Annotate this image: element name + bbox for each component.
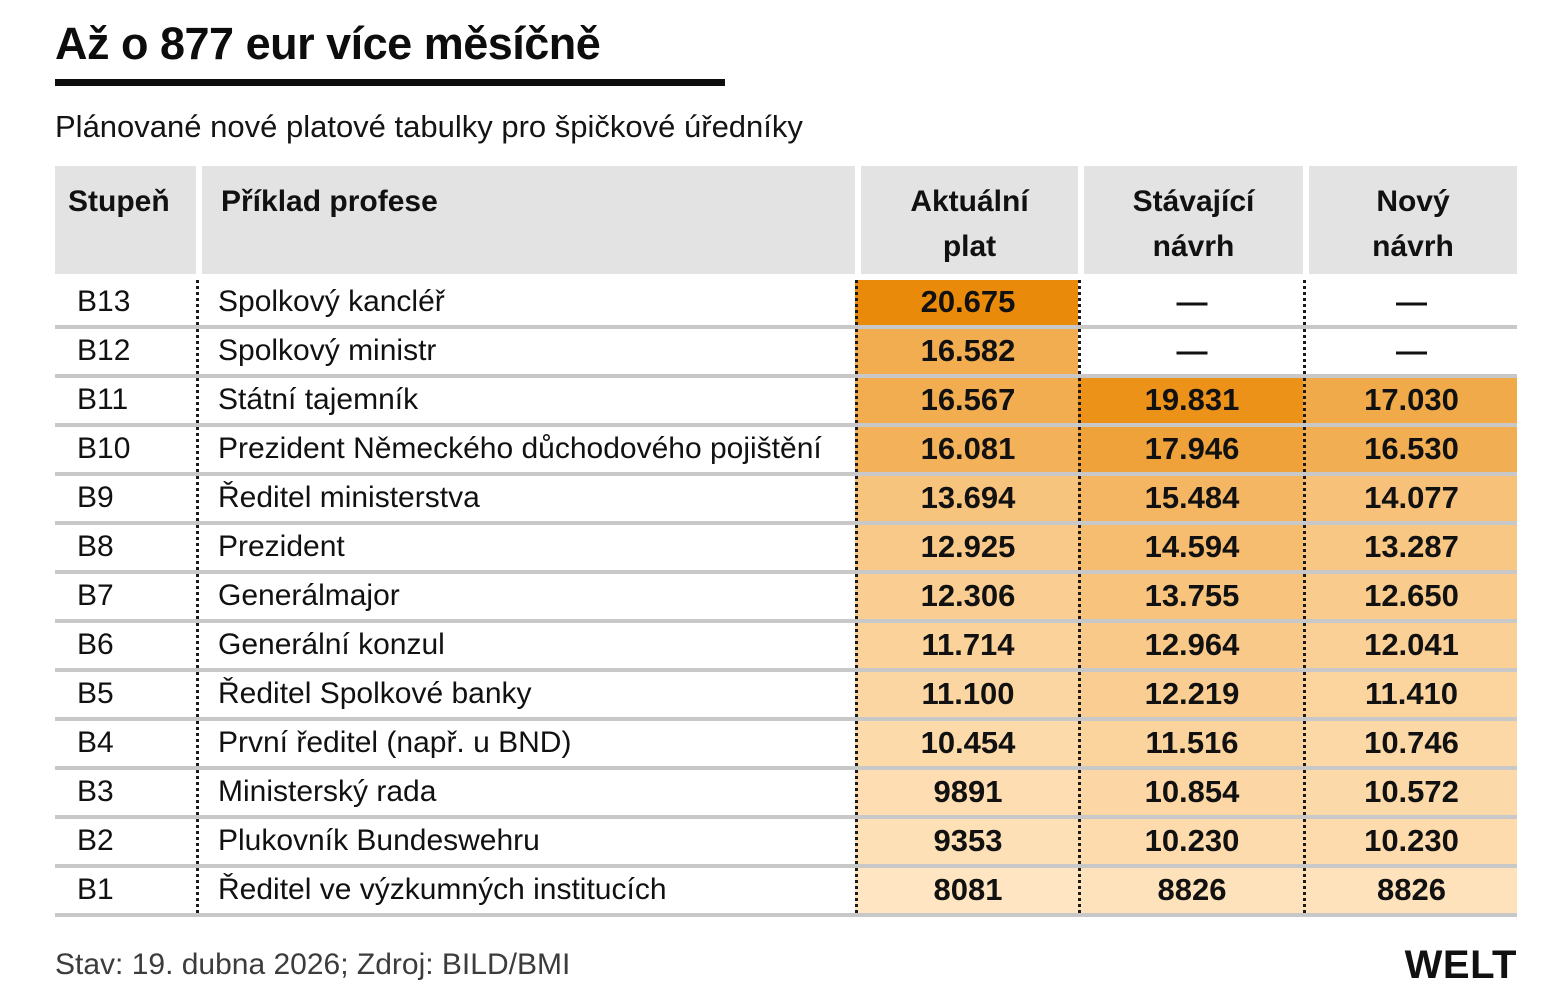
table-row: B4 První ředitel (např. u BND) 10.454 11.51… (55, 720, 1517, 770)
grade-cell: B2 (77, 824, 114, 858)
value-cell: 16.530 (1303, 426, 1517, 472)
source-note: Stav: 19. dubna 2026; Zdroj: BILD/BMI (55, 948, 571, 982)
column-header-existing-proposal: Stávající návrh (1078, 165, 1303, 274)
grade-cell: B8 (77, 530, 114, 564)
value-cell: 13.287 (1303, 524, 1517, 570)
value-cell: 10.572 (1303, 769, 1517, 815)
grade-cell: B7 (77, 579, 114, 613)
table-row: B12 Spolkový ministr 16.582— — (55, 328, 1517, 378)
value-cell: 14.594 (1078, 524, 1303, 570)
profession-cell: První ředitel (např. u BND) (196, 720, 855, 766)
grade-cell: B13 (77, 285, 131, 319)
value-cell: 9353 (855, 818, 1078, 864)
value-cell: 11.714 (855, 622, 1078, 668)
value-cell: 12.219 (1078, 671, 1303, 717)
grade-cell: B5 (77, 677, 114, 711)
table-header-row: Stupeň Příklad profese Aktuální plat Stá… (55, 165, 1517, 274)
grade-cell: B12 (77, 334, 131, 368)
value-cell: 16.081 (855, 426, 1078, 472)
grade-cell: B11 (77, 383, 129, 417)
profession-cell: Prezident (196, 524, 855, 570)
value-cell: 11.516 (1078, 720, 1303, 766)
value-cell: 8826 (1078, 867, 1303, 913)
table-row: B1 Ředitel ve výzkumných institucích 8081 8… (55, 867, 1517, 917)
profession-cell: Ředitel ve výzkumných institucích (196, 867, 855, 913)
profession-cell: Prezident Německého důchodového pojištěn… (196, 426, 855, 472)
value-cell: 13.755 (1078, 573, 1303, 619)
value-cell: 19.831 (1078, 377, 1303, 423)
value-cell: — (1303, 279, 1517, 325)
value-cell: 11.100 (855, 671, 1078, 717)
value-cell: 12.306 (855, 573, 1078, 619)
profession-cell: Spolkový kancléř (196, 279, 855, 325)
value-cell: 10.230 (1078, 818, 1303, 864)
table-row: B7 Generálmajor 12.306 13.755 12.650 (55, 573, 1517, 623)
value-cell: — (1078, 328, 1303, 374)
table-row: B13 Spolkový kancléř 20.675— — (55, 279, 1517, 329)
table-row: B11 Státní tajemník 16.567 19.831 17.030 (55, 377, 1517, 427)
profession-cell: Státní tajemník (196, 377, 855, 423)
table-body: B13 Spolkový kancléř 20.675— — B12 Spolkový m… (55, 279, 1517, 917)
table-row: B6 Generální konzul 11.714 12.964 12.041 (55, 622, 1517, 672)
table-row: B3 Ministerský rada 9891 10.854 10.572 (55, 769, 1517, 819)
grade-cell: B6 (77, 628, 114, 662)
column-header-current-salary: Aktuální plat (855, 165, 1078, 274)
value-cell: 8826 (1303, 867, 1517, 913)
value-cell: 10.230 (1303, 818, 1517, 864)
value-cell: 8081 (855, 867, 1078, 913)
value-cell: 10.854 (1078, 769, 1303, 815)
profession-cell: Plukovník Bundeswehru (196, 818, 855, 864)
value-cell: 17.030 (1303, 377, 1517, 423)
column-header-grade: Stupeň (55, 165, 196, 274)
profession-cell: Ředitel Spolkové banky (196, 671, 855, 717)
table-row: B10 Prezident Německého důchodového pojiš… (55, 426, 1517, 476)
grade-cell: B3 (77, 775, 114, 809)
profession-cell: Ministerský rada (196, 769, 855, 815)
grade-cell: B9 (77, 481, 114, 515)
title-underline (55, 78, 725, 86)
value-cell: 16.582 (855, 328, 1078, 374)
value-cell: 14.077 (1303, 475, 1517, 521)
value-cell: — (1078, 279, 1303, 325)
value-cell: 13.694 (855, 475, 1078, 521)
value-cell: 10.454 (855, 720, 1078, 766)
page-title: Až o 877 eur více měsíčně (55, 18, 601, 69)
table-row: B9 Ředitel ministerstva 13.694 15.484 14.077 (55, 475, 1517, 525)
column-header-profession: Příklad profese (196, 165, 855, 274)
column-header-new-proposal: Nový návrh (1303, 165, 1517, 274)
value-cell: 12.925 (855, 524, 1078, 570)
value-cell: 11.410 (1303, 671, 1517, 717)
value-cell: 12.041 (1303, 622, 1517, 668)
grade-cell: B4 (77, 726, 114, 760)
grade-cell: B1 (77, 873, 114, 907)
grade-cell: B10 (77, 432, 131, 466)
value-cell: 16.567 (855, 377, 1078, 423)
salary-table: Stupeň Příklad profese Aktuální plat Stá… (55, 165, 1517, 917)
table-row: B2 Plukovník Bundeswehru 9353 10.230 10.230 (55, 818, 1517, 868)
value-cell: 9891 (855, 769, 1078, 815)
value-cell: 15.484 (1078, 475, 1303, 521)
profession-cell: Spolkový ministr (196, 328, 855, 374)
profession-cell: Ředitel ministerstva (196, 475, 855, 521)
value-cell: 10.746 (1303, 720, 1517, 766)
value-cell: — (1303, 328, 1517, 374)
welt-logo: WELT (1404, 942, 1517, 987)
value-cell: 20.675 (855, 279, 1078, 325)
profession-cell: Generální konzul (196, 622, 855, 668)
table-row: B8 Prezident 12.925 14.594 13.287 (55, 524, 1517, 574)
page-subtitle: Plánované nové platové tabulky pro špičk… (55, 108, 803, 144)
table-row: B5 Ředitel Spolkové banky 11.100 12.219 11.4… (55, 671, 1517, 721)
footer: Stav: 19. dubna 2026; Zdroj: BILD/BMI WE… (55, 943, 1517, 988)
value-cell: 12.964 (1078, 622, 1303, 668)
value-cell: 12.650 (1303, 573, 1517, 619)
value-cell: 17.946 (1078, 426, 1303, 472)
profession-cell: Generálmajor (196, 573, 855, 619)
